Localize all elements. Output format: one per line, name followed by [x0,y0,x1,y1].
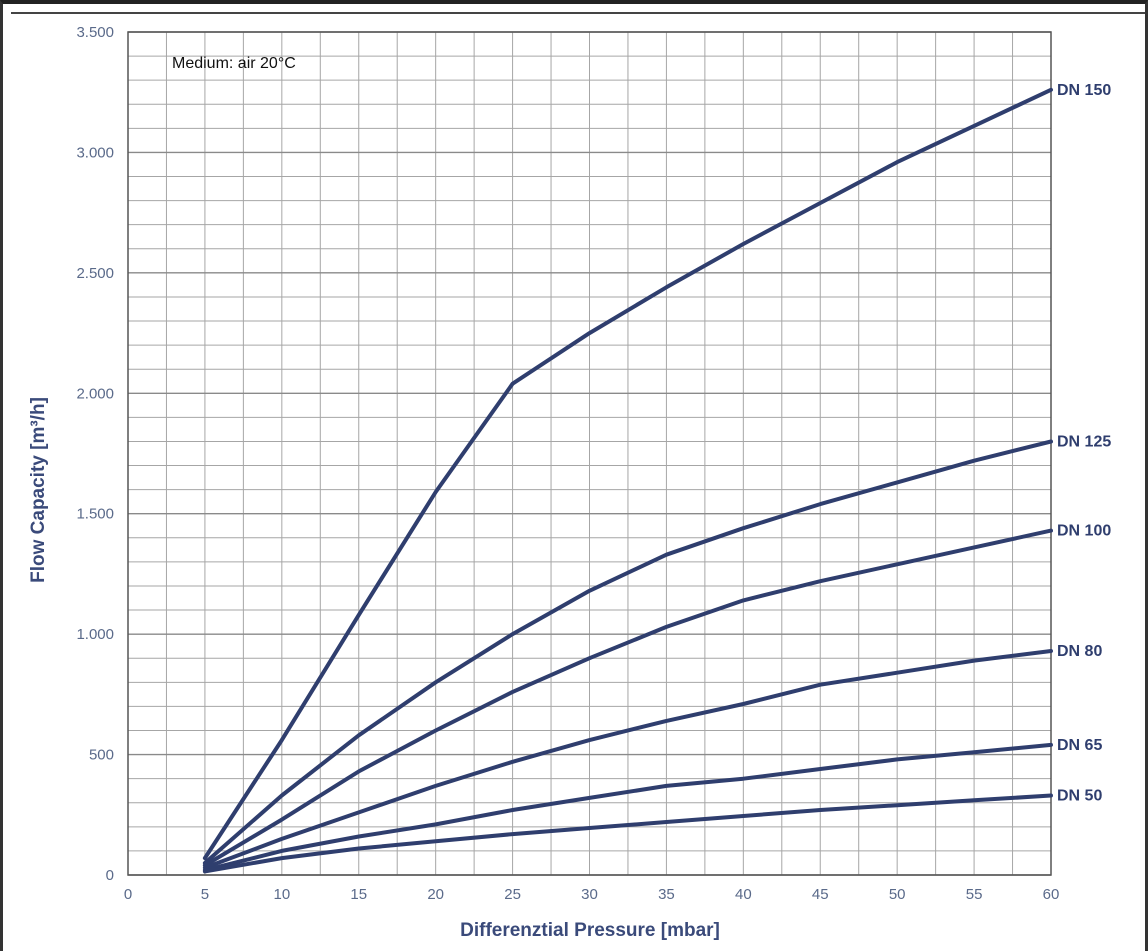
series-line-dn-150 [202,87,1053,861]
x-axis-title: Differenztial Pressure [mbar] [460,920,720,941]
series-line-dn-125 [202,439,1053,865]
medium-annotation: Medium: air 20°C [172,55,296,72]
y-tick-label: 2.000 [76,385,114,402]
y-tick-label: 0 [106,867,114,884]
x-tick-label: 45 [812,886,829,903]
series-labels: DN 150 DN 125 DN 100 DN 80 DN 65 DN 50 [1057,82,1111,805]
y-axis-title: Flow Capacity [m³/h] [28,397,49,583]
x-tick-label: 15 [350,886,367,903]
tick-labels: 0 5 10 15 20 25 30 35 40 45 50 55 60 0 500 1.000 1.500 2.… [76,24,1059,903]
series-label-dn-50: DN 50 [1057,788,1102,805]
series-label-dn-65: DN 65 [1057,737,1102,754]
x-tick-label: 55 [966,886,983,903]
series-line-dn-80 [202,649,1053,870]
series-label-dn-150: DN 150 [1057,82,1111,99]
y-tick-label: 3.500 [76,24,114,41]
series-line-dn-65 [202,742,1053,873]
x-tick-label: 50 [889,886,906,903]
x-tick-label: 20 [427,886,444,903]
y-tick-label: 2.500 [76,265,114,282]
x-tick-label: 30 [581,886,598,903]
x-tick-label: 10 [273,886,290,903]
series-line-dn-50 [202,793,1053,874]
x-tick-label: 35 [658,886,675,903]
x-tick-label: 25 [504,886,521,903]
series-label-dn-80: DN 80 [1057,643,1102,660]
y-tick-label: 1.500 [76,506,114,523]
series-label-dn-125: DN 125 [1057,433,1111,450]
frame-top-rule [11,12,1145,14]
series-label-dn-100: DN 100 [1057,523,1111,540]
plot-border [127,31,1052,876]
y-tick-label: 1.000 [76,626,114,643]
x-tick-label: 5 [201,886,209,903]
y-tick-label: 3.000 [76,144,114,161]
x-tick-label: 60 [1043,886,1060,903]
y-tick-label: 500 [89,747,114,764]
series-line-dn-100 [202,528,1053,868]
grid [127,31,1052,876]
x-tick-label: 40 [735,886,752,903]
series-lines [202,87,1053,874]
x-tick-label: 0 [124,886,132,903]
